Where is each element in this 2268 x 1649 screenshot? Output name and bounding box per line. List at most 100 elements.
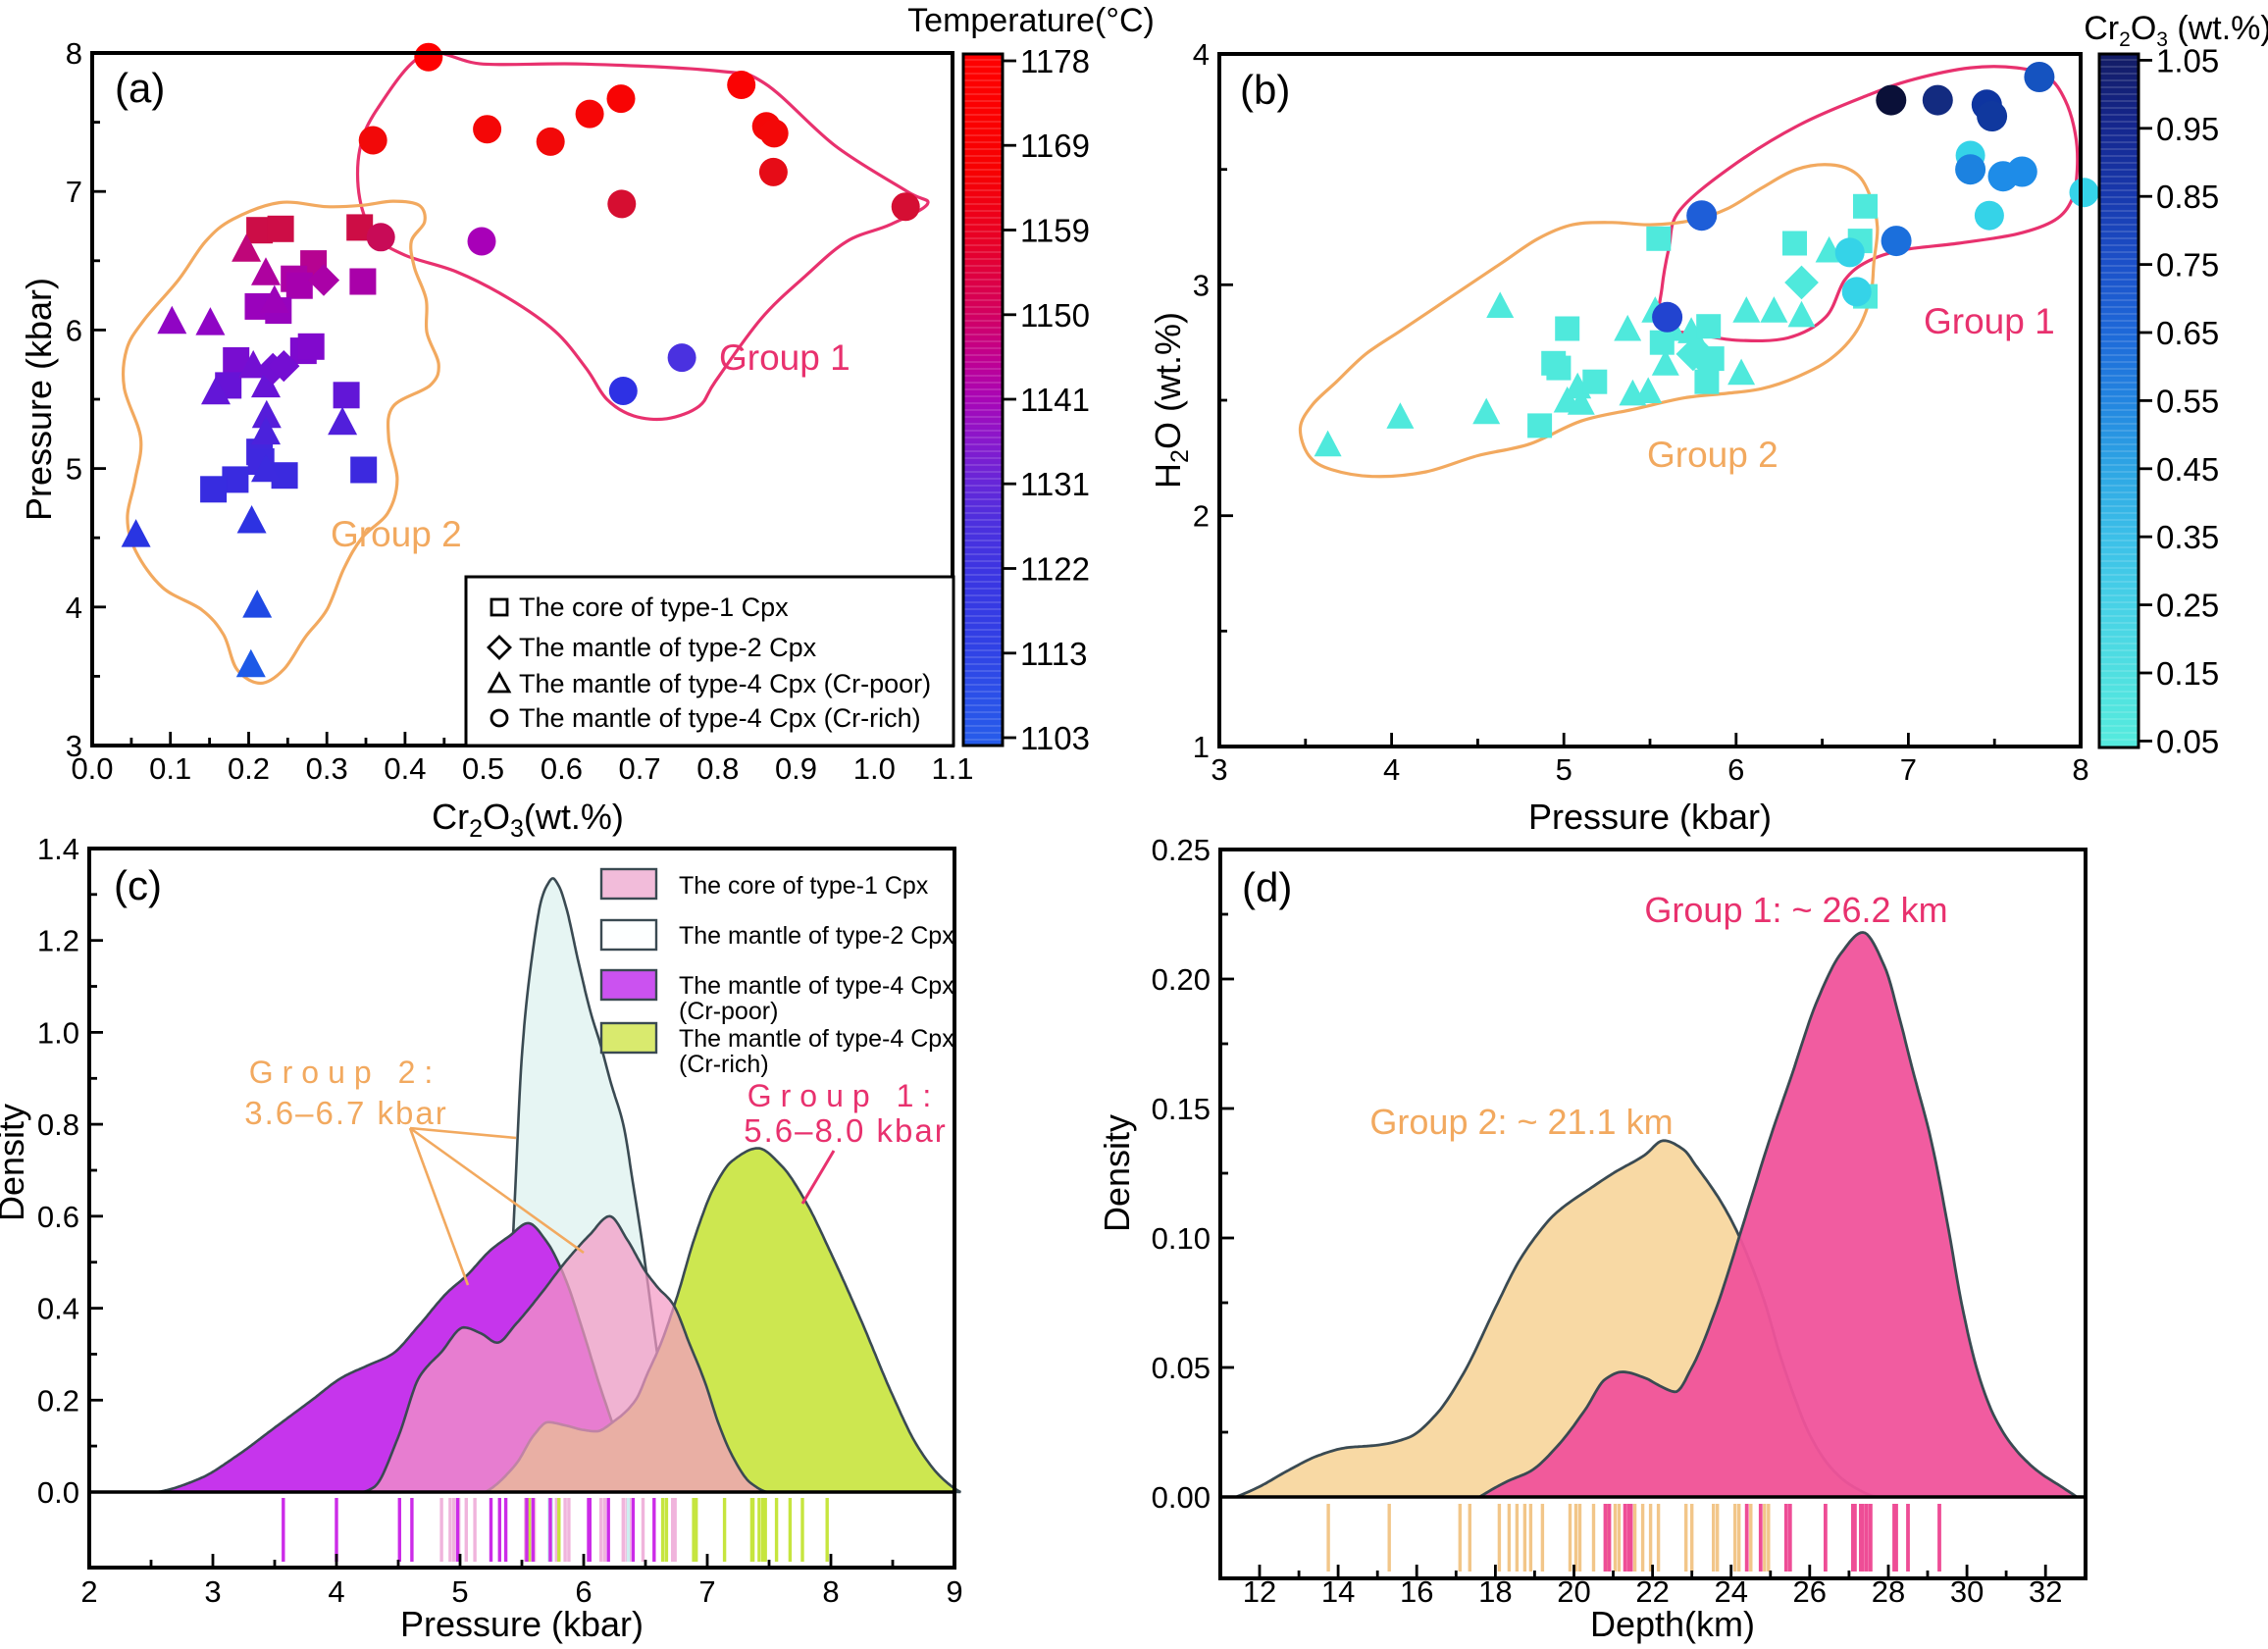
svg-text:The core of type-1 Cpx: The core of type-1 Cpx [679,872,929,900]
svg-text:Pressure (kbar): Pressure (kbar) [1528,797,1772,837]
svg-text:24: 24 [1714,1574,1747,1609]
svg-text:3: 3 [204,1574,221,1609]
svg-text:Cr2O3 (wt.%): Cr2O3 (wt.%) [2084,10,2268,51]
svg-text:The mantle of type-4 Cpx: The mantle of type-4 Cpx [679,972,954,1000]
svg-text:5: 5 [1556,752,1572,787]
svg-text:1.0: 1.0 [37,1015,79,1050]
svg-text:0.4: 0.4 [37,1292,79,1326]
svg-text:The mantle of type-4 Cpx: The mantle of type-4 Cpx [679,1025,954,1053]
svg-text:0.5: 0.5 [462,751,504,786]
svg-text:0.2: 0.2 [228,751,270,786]
svg-text:0.2: 0.2 [37,1383,79,1417]
svg-text:7: 7 [698,1574,715,1609]
svg-text:7: 7 [1900,752,1917,787]
svg-text:0.45: 0.45 [2156,451,2219,488]
svg-text:0.3: 0.3 [306,751,348,786]
svg-text:4: 4 [328,1574,344,1609]
svg-text:Cr2O3(wt.%): Cr2O3(wt.%) [432,797,624,843]
svg-text:1131: 1131 [1020,466,1090,502]
svg-text:26: 26 [1793,1574,1827,1609]
svg-text:(Cr-rich): (Cr-rich) [679,1051,769,1078]
svg-text:1: 1 [1193,730,1210,764]
svg-text:The mantle of type-2 Cpx: The mantle of type-2 Cpx [679,922,954,950]
svg-text:0.9: 0.9 [775,751,817,786]
svg-text:0.8: 0.8 [37,1108,79,1142]
svg-text:6: 6 [1727,752,1744,787]
svg-text:(a): (a) [115,65,165,111]
svg-text:0.7: 0.7 [619,751,661,786]
svg-text:0.00: 0.00 [1152,1480,1211,1515]
svg-text:0.15: 0.15 [1152,1092,1211,1126]
svg-text:Group 2: ~ 21.1 km: Group 2: ~ 21.1 km [1369,1102,1673,1142]
svg-text:1169: 1169 [1020,128,1090,164]
svg-text:1.4: 1.4 [37,832,79,866]
svg-text:8: 8 [822,1574,839,1609]
svg-text:0.05: 0.05 [1152,1351,1211,1385]
svg-text:2: 2 [80,1574,97,1609]
svg-text:Depth(km): Depth(km) [1590,1604,1755,1644]
svg-text:0.25: 0.25 [1152,833,1211,867]
svg-text:0.15: 0.15 [2156,655,2219,692]
svg-text:Temperature(°C): Temperature(°C) [907,2,1155,39]
svg-text:8: 8 [66,36,82,71]
svg-text:32: 32 [2029,1574,2062,1609]
svg-text:5: 5 [66,452,82,487]
svg-text:2: 2 [1193,499,1210,534]
svg-text:12: 12 [1243,1574,1276,1609]
svg-text:18: 18 [1478,1574,1512,1609]
svg-text:1.05: 1.05 [2156,42,2219,78]
svg-text:Group 2:: Group 2: [249,1055,442,1090]
svg-text:1150: 1150 [1020,297,1090,334]
svg-text:1159: 1159 [1020,213,1090,249]
svg-text:Group 1:: Group 1: [747,1078,941,1113]
svg-text:0.4: 0.4 [384,751,426,786]
svg-text:0.65: 0.65 [2156,315,2219,351]
svg-text:1178: 1178 [1020,43,1090,79]
svg-text:5: 5 [451,1574,468,1609]
svg-text:1103: 1103 [1020,720,1090,756]
svg-text:0.6: 0.6 [541,751,583,786]
svg-text:0.55: 0.55 [2156,383,2219,419]
svg-text:30: 30 [1950,1574,1984,1609]
svg-text:Group 2: Group 2 [1647,435,1778,475]
svg-text:4: 4 [66,591,82,625]
svg-text:The mantle of type-4 Cpx (Cr-p: The mantle of type-4 Cpx (Cr-poor) [519,669,931,698]
svg-text:0.0: 0.0 [37,1475,79,1510]
svg-text:14: 14 [1321,1574,1355,1609]
svg-text:Pressure (kbar): Pressure (kbar) [19,278,59,521]
svg-text:Density: Density [1097,1114,1137,1232]
svg-text:1.2: 1.2 [37,924,79,958]
svg-text:Pressure (kbar): Pressure (kbar) [400,1604,644,1644]
svg-text:4: 4 [1383,752,1400,787]
svg-text:The mantle of type-2 Cpx: The mantle of type-2 Cpx [519,633,817,662]
svg-text:0.6: 0.6 [37,1200,79,1234]
svg-text:16: 16 [1400,1574,1433,1609]
svg-text:1141: 1141 [1020,382,1090,418]
svg-text:0.1: 0.1 [149,751,191,786]
svg-text:22: 22 [1635,1574,1669,1609]
svg-text:0.10: 0.10 [1152,1221,1211,1256]
svg-text:3: 3 [66,729,82,763]
svg-text:3: 3 [1193,268,1210,302]
svg-text:Group 2: Group 2 [331,514,462,554]
svg-text:6: 6 [66,313,82,347]
svg-text:5.6–8.0 kbar: 5.6–8.0 kbar [744,1112,947,1149]
svg-text:(c): (c) [114,862,162,908]
svg-text:9: 9 [946,1574,962,1609]
svg-text:1.1: 1.1 [931,751,973,786]
svg-text:Group 1: Group 1 [719,337,850,378]
svg-text:1.0: 1.0 [853,751,896,786]
svg-text:3: 3 [1211,752,1227,787]
svg-text:0.85: 0.85 [2156,179,2219,215]
svg-text:(d): (d) [1242,864,1292,910]
svg-text:The mantle of type-4 Cpx (Cr-r: The mantle of type-4 Cpx (Cr-rich) [519,703,921,733]
svg-text:4: 4 [1193,37,1210,72]
svg-text:0.05: 0.05 [2156,723,2219,759]
svg-text:(b): (b) [1240,67,1290,113]
svg-text:0.75: 0.75 [2156,247,2219,283]
svg-text:8: 8 [2072,752,2088,787]
svg-text:1113: 1113 [1020,636,1088,672]
svg-text:3.6–6.7 kbar: 3.6–6.7 kbar [244,1095,447,1131]
svg-text:0.95: 0.95 [2156,111,2219,147]
svg-text:1122: 1122 [1020,551,1090,588]
